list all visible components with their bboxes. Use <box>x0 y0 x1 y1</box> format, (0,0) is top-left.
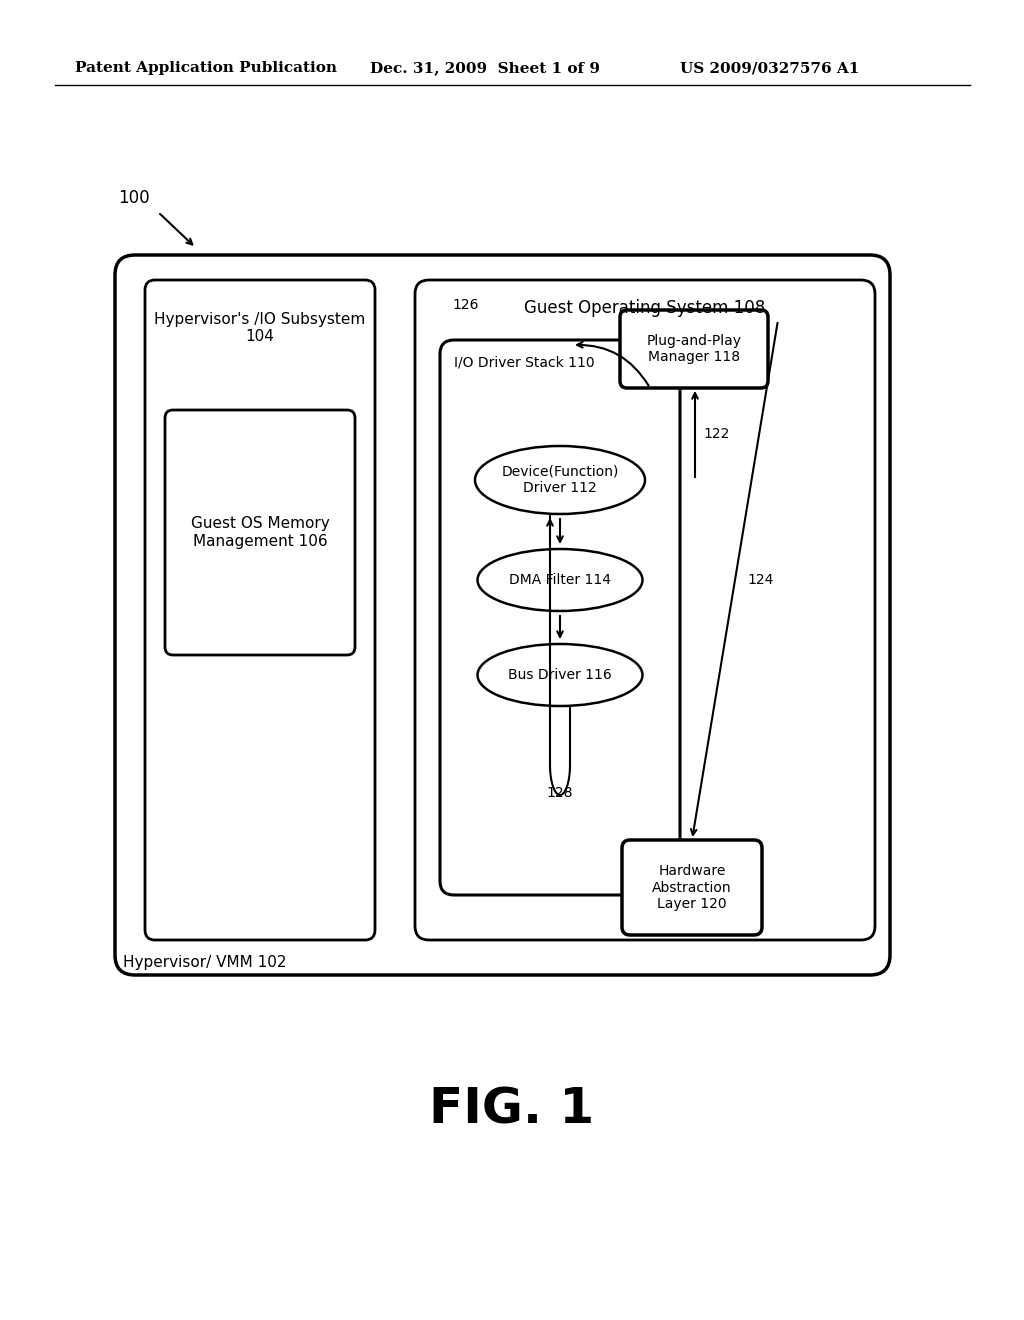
FancyBboxPatch shape <box>622 840 762 935</box>
FancyBboxPatch shape <box>440 341 680 895</box>
Text: FIG. 1: FIG. 1 <box>429 1086 595 1134</box>
Ellipse shape <box>477 549 642 611</box>
Text: Patent Application Publication: Patent Application Publication <box>75 61 337 75</box>
Text: Hardware
Abstraction
Layer 120: Hardware Abstraction Layer 120 <box>652 865 732 911</box>
Text: DMA Filter 114: DMA Filter 114 <box>509 573 611 587</box>
FancyBboxPatch shape <box>165 411 355 655</box>
FancyBboxPatch shape <box>145 280 375 940</box>
Text: Guest OS Memory
Management 106: Guest OS Memory Management 106 <box>190 516 330 549</box>
Text: 126: 126 <box>452 298 478 312</box>
Ellipse shape <box>475 446 645 513</box>
FancyBboxPatch shape <box>115 255 890 975</box>
Text: US 2009/0327576 A1: US 2009/0327576 A1 <box>680 61 859 75</box>
FancyBboxPatch shape <box>620 310 768 388</box>
Ellipse shape <box>477 644 642 706</box>
Text: 128: 128 <box>547 785 573 800</box>
Text: Device(Function)
Driver 112: Device(Function) Driver 112 <box>502 465 618 495</box>
Text: I/O Driver Stack 110: I/O Driver Stack 110 <box>454 355 595 370</box>
Text: Guest Operating System 108: Guest Operating System 108 <box>524 300 766 317</box>
Text: Plug-and-Play
Manager 118: Plug-and-Play Manager 118 <box>646 334 741 364</box>
Text: Bus Driver 116: Bus Driver 116 <box>508 668 612 682</box>
Text: 124: 124 <box>746 573 773 587</box>
Text: 100: 100 <box>118 189 150 207</box>
Text: Dec. 31, 2009  Sheet 1 of 9: Dec. 31, 2009 Sheet 1 of 9 <box>370 61 600 75</box>
Text: Hypervisor's /IO Subsystem
104: Hypervisor's /IO Subsystem 104 <box>155 312 366 345</box>
FancyBboxPatch shape <box>415 280 874 940</box>
Text: Hypervisor/ VMM 102: Hypervisor/ VMM 102 <box>123 956 287 970</box>
Text: 122: 122 <box>703 426 729 441</box>
